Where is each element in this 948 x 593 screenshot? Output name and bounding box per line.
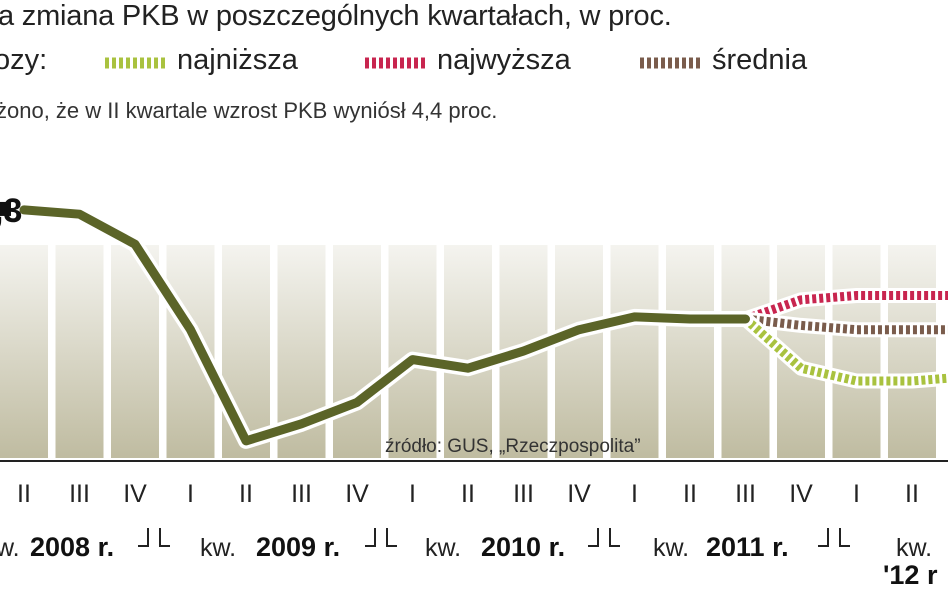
year-group-prefix: kw. xyxy=(425,534,461,562)
year-group-label: 2008 r. xyxy=(30,532,114,562)
x-tick-label: I xyxy=(187,480,194,508)
x-tick-label: II xyxy=(461,480,475,508)
background-band xyxy=(0,245,48,458)
legend-label-najnizsza: najniższa xyxy=(177,44,298,76)
source-note: źródło: GUS, „Rzeczpospolita” xyxy=(385,436,641,457)
x-tick-label: III xyxy=(735,480,756,508)
background-bands xyxy=(0,245,936,458)
year-group-prefix: kw. xyxy=(653,534,689,562)
x-tick-label: IV xyxy=(567,480,591,508)
x-tick-label: I xyxy=(409,480,416,508)
legend-swatch-najnizsza xyxy=(105,57,165,69)
legend-lead-text: ozy: xyxy=(0,44,48,76)
chart-title: a zmiana PKB w poszczególnych kwartałach… xyxy=(0,0,672,32)
background-band xyxy=(832,245,881,458)
background-band xyxy=(666,245,714,458)
series-line-actual xyxy=(19,205,750,446)
x-tick-label: II xyxy=(239,480,253,508)
year-group-prefix: kw. xyxy=(896,534,932,562)
background-band xyxy=(721,245,770,458)
legend-swatch-srednia xyxy=(640,57,700,69)
x-tick-label: IV xyxy=(123,480,147,508)
year-group-label: '12 r xyxy=(883,560,938,590)
x-tick-label: I xyxy=(853,480,860,508)
x-axis-labels: II III IV I II III IV I II III IV I II III IV I IIw. 2008… xyxy=(0,480,938,590)
legend-swatch-najwyzsza xyxy=(365,57,425,69)
background-band xyxy=(55,245,104,458)
chart-note: żono, że w II kwartale wzrost PKB wyniós… xyxy=(0,98,498,123)
x-tick-label: II xyxy=(905,480,919,508)
series-line-srednia xyxy=(744,314,948,335)
year-group-label: 2011 r. xyxy=(706,532,789,562)
year-group-label: 2009 r. xyxy=(256,532,340,562)
x-tick-label: III xyxy=(69,480,90,508)
legend-label-srednia: średnia xyxy=(712,44,808,76)
year-separator xyxy=(138,528,170,547)
first-point-label: ,3 xyxy=(0,192,22,230)
background-band xyxy=(888,245,936,458)
background-band xyxy=(555,245,603,458)
legend-label-najwyzsza: najwyższa xyxy=(437,44,571,76)
series-lines: ,3 xyxy=(0,192,948,449)
x-tick-label: III xyxy=(291,480,312,508)
background-band xyxy=(610,245,659,458)
series-line-najnizsza xyxy=(742,315,948,386)
year-separator xyxy=(365,528,397,547)
background-band xyxy=(444,245,492,458)
x-tick-label: I xyxy=(631,480,638,508)
year-separator xyxy=(588,528,620,547)
year-separator xyxy=(818,528,850,547)
x-tick-label: II xyxy=(683,480,697,508)
x-tick-label: III xyxy=(513,480,534,508)
year-group-label: 2010 r. xyxy=(481,532,565,562)
year-group-prefix: kw. xyxy=(200,534,236,562)
background-band xyxy=(388,245,437,458)
x-tick-label: II xyxy=(17,480,31,508)
series-line-najwyzsza xyxy=(744,291,948,324)
chart-legend: ozy: najniższa najwyższa średnia xyxy=(0,44,948,84)
x-tick-label: IV xyxy=(789,480,813,508)
x-tick-label: IV xyxy=(345,480,369,508)
first-point-marker xyxy=(0,201,11,216)
year-group-prefix: w. xyxy=(0,534,20,562)
background-band xyxy=(333,245,381,458)
